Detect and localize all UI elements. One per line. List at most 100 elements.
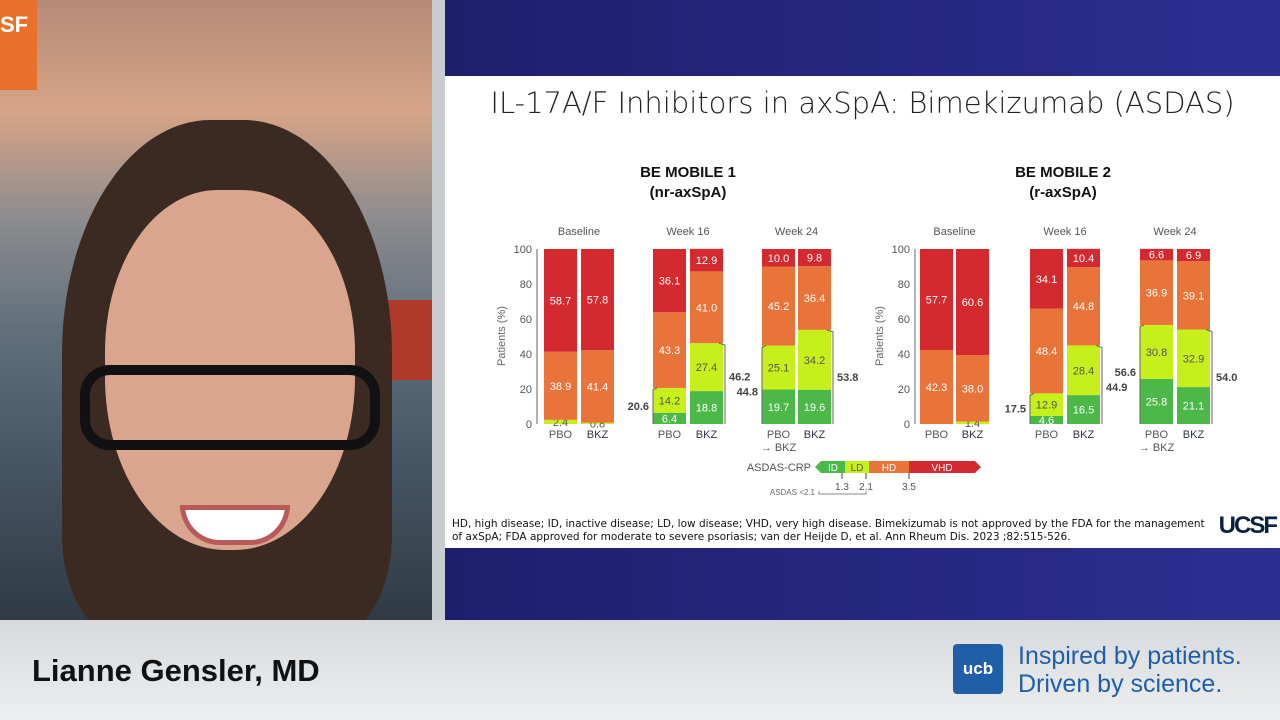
tagline-1a: Inspired by (1018, 642, 1148, 670)
bracket-label: 44.8 (737, 387, 758, 399)
data-label: 4.6 (1039, 415, 1054, 427)
chart-title: BE MOBILE 1 (640, 164, 736, 181)
data-label: 32.9 (1183, 353, 1204, 365)
bracket (761, 345, 767, 424)
bar-segment-ld (1140, 324, 1173, 379)
data-label: 25.8 (1146, 396, 1167, 408)
bar-segment-vhd (690, 248, 723, 272)
y-tick-label: 0 (526, 419, 532, 431)
x-tick-sublabel: → BKZ (761, 442, 797, 454)
y-tick-label: 100 (892, 244, 910, 256)
data-label: 10.4 (1073, 253, 1094, 265)
legend-label: ASDAS-CRP (747, 462, 811, 474)
data-label: 34.2 (804, 355, 825, 367)
tagline-2b: science. (1130, 670, 1223, 698)
bar-segment-id (762, 389, 795, 424)
y-tick-label: 0 (904, 419, 910, 431)
chart-subtitle: (nr-axSpA) (650, 184, 727, 201)
bracket-label: 20.6 (628, 401, 649, 413)
bar-segment-id (1177, 387, 1210, 424)
data-label: 25.1 (768, 363, 789, 375)
data-label: 48.4 (1036, 346, 1057, 358)
bar-segment-vhd (798, 249, 831, 267)
bar-segment-ld (690, 343, 723, 392)
x-tick-sublabel: → BKZ (1139, 442, 1175, 454)
data-label: 27.4 (696, 362, 717, 374)
tagline-1b: patients. (1147, 642, 1242, 670)
bar-segment-hd (581, 350, 614, 423)
data-label: 36.4 (804, 293, 825, 305)
bar-segment-hd (762, 266, 795, 346)
data-label: 36.9 (1146, 288, 1167, 300)
group-label: Week 16 (666, 226, 709, 238)
data-label: 42.3 (926, 382, 947, 394)
bar-segment-id (653, 412, 686, 424)
asdas-chart: BE MOBILE 1 (nr-axSpA) Patients (%) 0 20 40 60… (496, 164, 1237, 497)
ucsf-corner-logo: SF (0, 0, 37, 90)
data-label: 34.1 (1036, 274, 1057, 286)
bar-segment-hd (544, 351, 577, 420)
data-label: 19.7 (768, 402, 789, 414)
x-tick-label: PBO (658, 429, 682, 441)
bracket (718, 342, 726, 424)
lower-third-banner: Lianne Gensler, MD ucb Inspired by patie… (0, 620, 1280, 720)
data-label: 41.0 (696, 302, 717, 314)
y-tick-label: 60 (898, 314, 910, 326)
x-tick-label: BKZ (587, 429, 609, 441)
data-label: 60.6 (962, 297, 983, 309)
group-label: Week 16 (1043, 226, 1086, 238)
y-tick-label: 40 (898, 349, 910, 361)
group-label: Week 24 (775, 226, 818, 238)
data-label: 45.2 (768, 301, 789, 313)
data-label: 16.5 (1073, 405, 1094, 417)
y-tick-label: 20 (898, 384, 910, 396)
tagline: Inspired by patients. Driven by science. (1018, 642, 1242, 698)
bar-segment-vhd (544, 249, 577, 352)
x-tick-label: PBO (925, 429, 949, 441)
data-label: 44.8 (1073, 301, 1094, 313)
bar-segment-id (1030, 415, 1063, 424)
tagline-2a: Driven by (1018, 670, 1131, 698)
bar-segment-hd (1067, 267, 1100, 346)
slide-header-band (445, 0, 1280, 76)
legend-swatch-ld (845, 461, 869, 473)
bar-segment-vhd (653, 249, 686, 313)
threshold-label: 1.3 (835, 482, 849, 493)
bar-segment-hd (1177, 261, 1210, 330)
bar-segment-vhd (762, 249, 795, 267)
legend-swatch-vhd (909, 461, 975, 473)
data-label: 28.4 (1073, 365, 1094, 377)
ucsf-logo: UCSF (1218, 512, 1278, 539)
bar-segment-ld (544, 419, 577, 424)
data-label: 9.8 (807, 253, 822, 265)
data-label: 38.0 (962, 383, 983, 395)
legend-note: ASDAS <2.1 (770, 488, 816, 497)
data-label: 41.4 (587, 381, 608, 393)
bar-segment-id (1067, 395, 1100, 424)
speaker-name: Lianne Gensler, MD (32, 653, 320, 688)
x-tick-label: BKZ (1073, 429, 1095, 441)
x-tick-label: BKZ (962, 429, 984, 441)
legend-item: VHD (931, 463, 952, 474)
bar-segment-ld (798, 329, 831, 390)
bar-segment-vhd (920, 249, 953, 350)
bar-segment-hd (1030, 308, 1063, 394)
bar-segment-hd (1140, 260, 1173, 325)
bar-segment-id (690, 391, 723, 424)
bracket-label: 53.8 (837, 372, 858, 384)
y-axis-label: Patients (%) (874, 306, 886, 366)
bar-segment-hd (920, 349, 953, 424)
data-label: 43.3 (659, 345, 680, 357)
y-tick-label: 80 (520, 279, 532, 291)
bar-segment-vhd (581, 249, 614, 351)
bar-segment-ld (1067, 345, 1100, 396)
bar-segment-vhd (956, 249, 989, 356)
bar-segment-hd (653, 312, 686, 388)
bracket (1139, 324, 1145, 424)
bar-segment-hd (798, 266, 831, 330)
x-tick-label: PBO (767, 429, 791, 441)
bar-segment-hd (956, 355, 989, 422)
data-label: 19.6 (804, 402, 825, 414)
data-label: 12.9 (1036, 400, 1057, 412)
bar-segment-vhd (1067, 248, 1100, 268)
